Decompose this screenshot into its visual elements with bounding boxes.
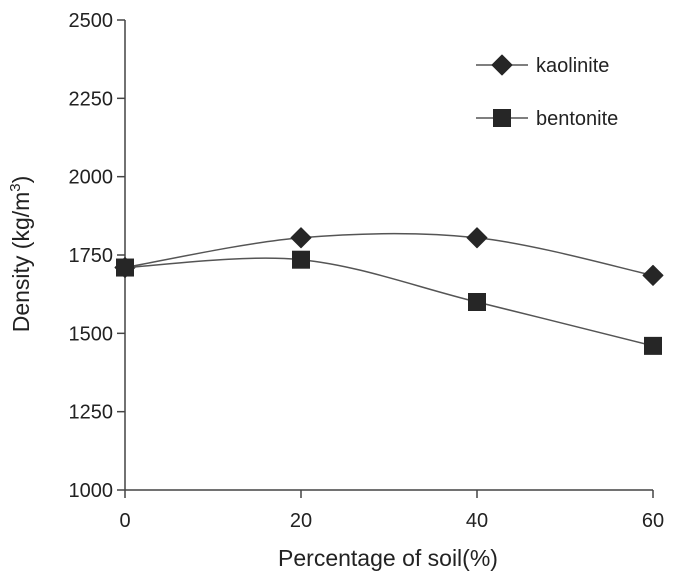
legend-marker-square: [493, 109, 511, 127]
y-axis-title-close: ): [8, 176, 34, 184]
series-bentonite: [116, 250, 662, 355]
y-axis-title: Density (kg/m3): [7, 176, 34, 333]
kaolinite-point: [466, 227, 488, 249]
y-tick-label: 1750: [69, 245, 114, 267]
x-tick-label: 40: [466, 510, 488, 532]
kaolinite-line: [124, 232, 654, 277]
y-tick-label: 2250: [69, 88, 114, 110]
y-tick-label: 2500: [69, 10, 114, 32]
kaolinite-point: [290, 227, 312, 249]
kaolinite-point: [642, 264, 664, 286]
x-ticks: 0 20 40 60: [119, 490, 664, 532]
y-tick-label: 1500: [69, 323, 114, 345]
legend-marker-diamond: [491, 54, 513, 76]
y-axis-title-main: Density (kg/m: [8, 192, 34, 333]
y-tick-label: 1250: [69, 402, 114, 424]
legend-item-bentonite: bentonite: [476, 108, 618, 130]
x-tick-label: 60: [642, 510, 664, 532]
legend-item-kaolinite: kaolinite: [476, 54, 609, 77]
bentonite-point: [292, 250, 310, 269]
bentonite-line: [124, 257, 654, 347]
y-tick-label: 2000: [69, 167, 114, 189]
bentonite-point: [644, 336, 662, 355]
axes: [124, 20, 653, 491]
legend-label: kaolinite: [536, 55, 609, 77]
legend-label: bentonite: [536, 108, 618, 130]
y-axis-title-superscript: 3: [7, 183, 24, 191]
series-kaolinite: [114, 227, 664, 286]
bentonite-point: [468, 293, 486, 311]
series: [114, 227, 664, 355]
x-tick-label: 20: [290, 510, 312, 532]
x-tick-label: 0: [119, 510, 130, 532]
y-tick-label: 1000: [69, 480, 114, 502]
x-axis-title: Percentage of soil(%): [278, 545, 498, 571]
y-ticks: 1000 1250 1500 1750 2000 2250 2500: [69, 10, 125, 502]
legend: kaolinite bentonite: [476, 54, 618, 130]
bentonite-point: [116, 258, 134, 277]
